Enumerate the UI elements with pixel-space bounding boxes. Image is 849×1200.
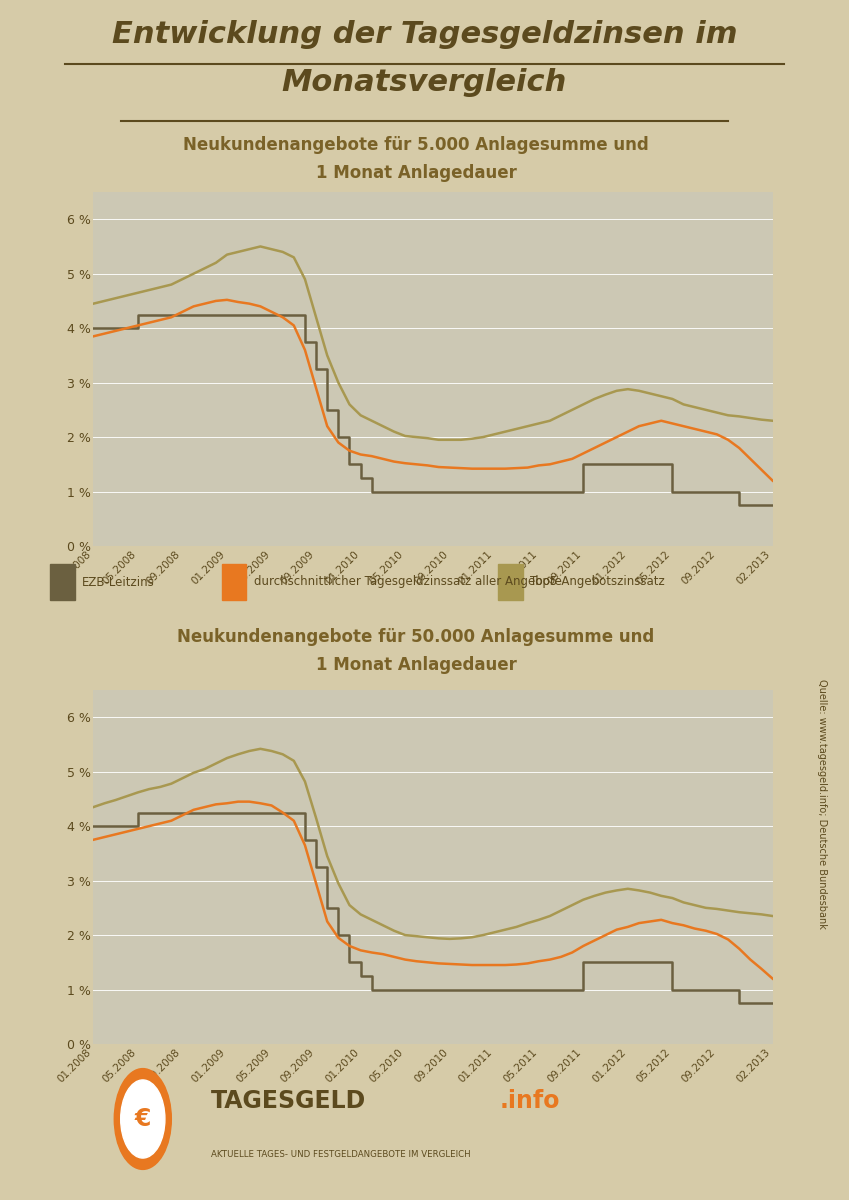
Text: AKTUELLE TAGES- UND FESTGELDANGEBOTE IM VERGLEICH: AKTUELLE TAGES- UND FESTGELDANGEBOTE IM … (211, 1150, 470, 1159)
Text: 1 Monat Anlagedauer: 1 Monat Anlagedauer (316, 656, 516, 674)
Circle shape (115, 1068, 171, 1169)
Text: Neukundenangebote für 50.000 Anlagesumme und: Neukundenangebote für 50.000 Anlagesumme… (177, 628, 655, 646)
Text: Quelle: www.tagesgeld.info; Deutsche Bundesbank: Quelle: www.tagesgeld.info; Deutsche Bun… (817, 679, 827, 929)
Text: Neukundenangebote für 5.000 Anlagesumme und: Neukundenangebote für 5.000 Anlagesumme … (183, 136, 649, 154)
Text: Top5-Angebotszinssatz: Top5-Angebotszinssatz (531, 576, 665, 588)
Text: €: € (135, 1106, 151, 1130)
Text: Monatsvergleich: Monatsvergleich (282, 68, 567, 97)
Bar (498, 564, 523, 600)
Bar (222, 564, 246, 600)
Text: TAGESGELD: TAGESGELD (211, 1090, 366, 1114)
Circle shape (121, 1080, 165, 1158)
Text: .info: .info (499, 1090, 559, 1114)
Text: Entwicklung der Tagesgeldzinsen im: Entwicklung der Tagesgeldzinsen im (112, 20, 737, 49)
Text: 1 Monat Anlagedauer: 1 Monat Anlagedauer (316, 164, 516, 182)
Text: EZB-Leitzins: EZB-Leitzins (82, 576, 155, 588)
Text: durchschnittlicher Tagesgeldzinssatz aller Angebote: durchschnittlicher Tagesgeldzinssatz all… (254, 576, 562, 588)
Bar (50, 564, 75, 600)
